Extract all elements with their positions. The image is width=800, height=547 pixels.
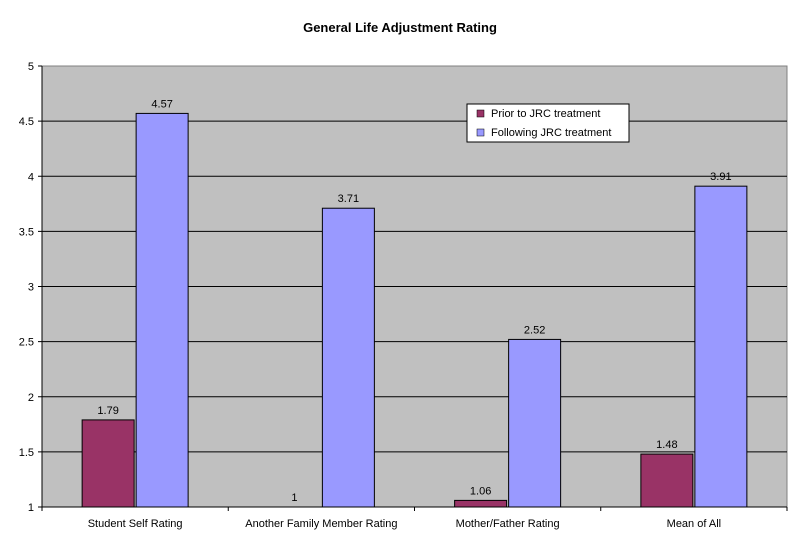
bars: [81, 112, 748, 508]
data-label: 4.57: [151, 98, 172, 110]
x-axis: Student Self Rating Another Family Member…: [41, 506, 788, 530]
legend-swatch-prior: [476, 109, 485, 118]
y-tick-label: 1.5: [19, 447, 34, 459]
y-axis: 1 1.5 2 2.5 3 3.5 4 4.5 5: [19, 61, 43, 514]
bar-following: [508, 338, 562, 508]
chart-title: General Life Adjustment Rating: [303, 20, 497, 35]
y-tick-label: 5: [28, 61, 34, 73]
x-tick-label: Another Family Member Rating: [245, 518, 397, 530]
legend-label-prior: Prior to JRC treatment: [491, 108, 600, 120]
bar-prior: [81, 419, 135, 508]
y-tick-label: 2: [28, 392, 34, 404]
y-tick-label: 1: [28, 502, 34, 514]
legend-label-following: Following JRC treatment: [491, 127, 611, 139]
data-label: 2.52: [524, 324, 545, 336]
bar-following: [321, 207, 375, 508]
data-label: 1.79: [97, 405, 118, 417]
y-tick-label: 4: [28, 171, 34, 183]
data-label: 1.06: [470, 485, 491, 497]
legend-swatch-following: [476, 128, 485, 137]
bar-prior: [640, 453, 694, 508]
x-tick-label: Mother/Father Rating: [456, 518, 560, 530]
data-label: 3.91: [710, 171, 731, 183]
x-tick-label: Mean of All: [667, 518, 721, 530]
legend: Prior to JRC treatment Following JRC tre…: [466, 103, 630, 143]
y-tick-label: 4.5: [19, 116, 34, 128]
data-labels: 1.79 4.57 1 3.71 1.06 2.52 1.48 3.91: [97, 98, 731, 504]
bar-following: [694, 185, 748, 508]
y-tick-label: 3: [28, 282, 34, 294]
bar-following: [135, 112, 189, 508]
data-label: 3.71: [338, 193, 359, 205]
data-label: 1: [291, 492, 297, 504]
data-label: 1.48: [656, 439, 677, 451]
y-tick-label: 2.5: [19, 337, 34, 349]
y-tick-label: 3.5: [19, 226, 34, 238]
legend-box: [466, 103, 630, 143]
x-tick-label: Student Self Rating: [88, 518, 183, 530]
bar-prior: [454, 499, 508, 508]
